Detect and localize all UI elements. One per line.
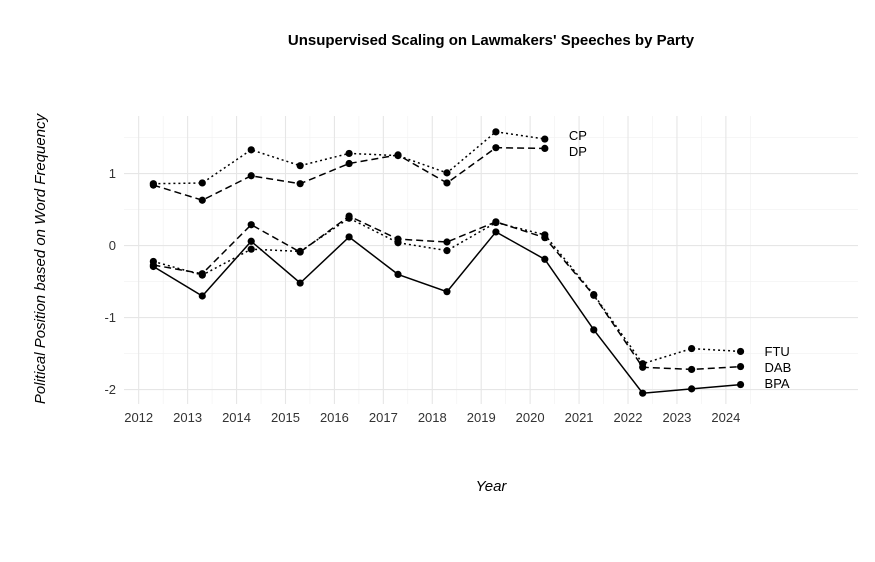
data-point-dp <box>247 172 255 180</box>
x-tick-label: 2017 <box>369 410 398 425</box>
x-tick-label: 2016 <box>320 410 349 425</box>
x-axis-label: Year <box>476 478 508 495</box>
data-point-dab <box>443 238 451 246</box>
x-axis-ticks: 2012 2013 2014 2015 2016 2017 2018 2019 2020 2021… <box>124 410 740 425</box>
data-point-dab <box>688 365 696 374</box>
data-point-bpa <box>247 237 255 245</box>
y-axis-label: Political Position based on Word Frequen… <box>32 112 49 404</box>
data-point-bpa <box>688 385 696 393</box>
data-point-ftu <box>443 247 451 255</box>
y-tick-label: -1 <box>104 310 116 325</box>
data-point-bpa <box>443 288 451 296</box>
grid <box>124 116 858 404</box>
data-point-dab <box>345 212 353 220</box>
data-point-bpa <box>590 326 598 334</box>
data-point-cp <box>443 169 451 177</box>
data-point-cp <box>296 162 304 170</box>
x-tick-label: 2014 <box>222 410 251 425</box>
data-point-dab <box>296 248 304 256</box>
series-label-cp: CP <box>569 128 587 143</box>
data-point-dp <box>149 181 157 189</box>
data-point-dab <box>590 291 598 299</box>
data-point-dp <box>345 159 353 168</box>
data-point-dab <box>394 235 402 243</box>
data-point-bpa <box>149 262 157 271</box>
series-label-bpa: BPA <box>765 376 790 391</box>
data-point-dab <box>247 221 255 229</box>
data-point-dp <box>541 144 549 152</box>
data-point-bpa <box>639 389 647 397</box>
data-point-bpa <box>492 228 500 236</box>
series-label-dab: DAB <box>765 360 792 375</box>
series-label-dp: DP <box>569 144 587 159</box>
x-tick-label: 2021 <box>565 410 594 425</box>
data-point-dp <box>296 180 304 188</box>
data-point-bpa <box>394 270 402 278</box>
data-point-dp <box>394 151 402 159</box>
data-point-dp <box>198 196 206 204</box>
data-point-dab <box>639 363 647 371</box>
y-tick-label: -2 <box>104 382 116 397</box>
data-point-bpa <box>736 380 745 389</box>
x-tick-label: 2024 <box>711 410 740 425</box>
data-point-ftu <box>247 245 255 253</box>
y-axis-ticks: -2 -1 0 1 <box>104 166 116 397</box>
y-tick-label: 0 <box>109 238 116 253</box>
x-tick-label: 2022 <box>614 410 643 425</box>
data-point-bpa <box>345 233 353 241</box>
x-tick-label: 2023 <box>662 410 691 425</box>
data-point-bpa <box>198 292 206 300</box>
x-tick-label: 2013 <box>173 410 202 425</box>
x-tick-label: 2019 <box>467 410 496 425</box>
series-points <box>149 128 745 397</box>
data-point-cp <box>492 128 500 136</box>
data-point-cp <box>541 135 549 143</box>
x-tick-label: 2020 <box>516 410 545 425</box>
series-line-dp <box>153 146 545 202</box>
data-point-dab <box>198 270 206 278</box>
data-point-dp <box>443 179 451 187</box>
data-point-ftu <box>688 344 696 353</box>
x-tick-label: 2018 <box>418 410 447 425</box>
data-point-ftu <box>736 347 745 356</box>
data-point-bpa <box>541 255 549 263</box>
data-point-cp <box>345 149 353 158</box>
x-tick-label: 2012 <box>124 410 153 425</box>
series-label-ftu: FTU <box>765 344 790 359</box>
data-point-dab <box>541 234 549 242</box>
data-point-dp <box>492 144 500 152</box>
data-point-bpa <box>296 279 304 287</box>
data-point-dab <box>492 218 500 226</box>
y-tick-label: 1 <box>109 166 116 181</box>
x-tick-label: 2015 <box>271 410 300 425</box>
data-point-cp <box>198 179 206 187</box>
data-point-cp <box>247 146 255 154</box>
data-point-dab <box>736 362 745 371</box>
chart-title: Unsupervised Scaling on Lawmakers' Speec… <box>288 32 695 49</box>
